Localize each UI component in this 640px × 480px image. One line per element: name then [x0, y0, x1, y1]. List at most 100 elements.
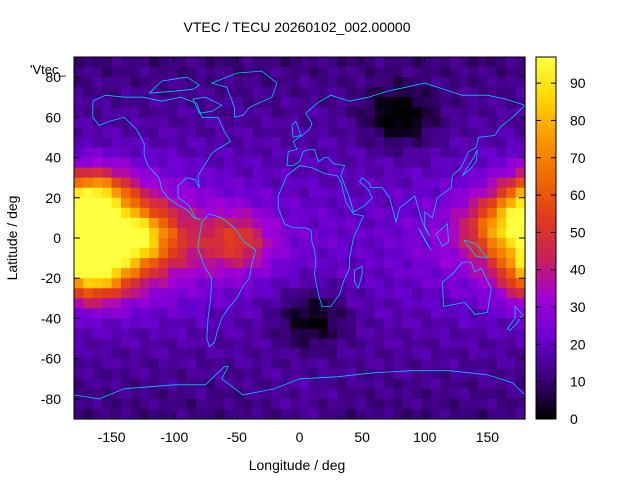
heatmap-cell: [261, 338, 272, 350]
heatmap-cell: [196, 227, 207, 239]
heatmap-cell: [384, 107, 395, 118]
heatmap-cell: [271, 378, 282, 390]
heatmap-cell: [478, 137, 489, 149]
heatmap-cell: [402, 127, 413, 139]
heatmap-cell: [186, 278, 197, 289]
heatmap-cell: [355, 318, 366, 330]
heatmap-cell: [402, 268, 413, 279]
heatmap-cell: [271, 57, 282, 68]
heatmap-cell: [196, 87, 207, 98]
heatmap-cell: [468, 197, 479, 209]
heatmap-cell: [449, 378, 460, 390]
heatmap-cell: [83, 238, 94, 249]
heatmap-cell: [111, 97, 122, 108]
heatmap-cell: [243, 127, 254, 139]
heatmap-cell: [214, 137, 225, 149]
heatmap-cell: [431, 177, 442, 189]
heatmap-cell: [92, 227, 103, 239]
heatmap-cell: [515, 207, 526, 219]
heatmap-cell: [83, 248, 94, 259]
heatmap-cell: [346, 318, 357, 330]
heatmap-cell: [177, 77, 188, 88]
heatmap-cell: [74, 338, 84, 350]
heatmap-cell: [421, 107, 432, 118]
heatmap-cell: [337, 258, 348, 269]
heatmap-cell: [252, 298, 263, 309]
heatmap-cell: [487, 87, 498, 98]
heatmap-cell: [167, 107, 178, 118]
heatmap-cell: [92, 137, 103, 149]
heatmap-cell: [130, 258, 141, 269]
heatmap-cell: [421, 298, 432, 309]
heatmap-cell: [158, 167, 169, 179]
heatmap-cell: [271, 147, 282, 159]
heatmap-cell: [120, 227, 131, 239]
heatmap-cell: [196, 157, 207, 169]
heatmap-cell: [120, 378, 131, 390]
heatmap-cell: [478, 408, 489, 420]
heatmap-cell: [318, 308, 329, 320]
heatmap-cell: [374, 147, 385, 159]
heatmap-cell: [224, 197, 235, 209]
heatmap-cell: [431, 328, 442, 340]
heatmap-cell: [111, 77, 122, 88]
heatmap-cell: [487, 217, 498, 229]
heatmap-cell: [261, 298, 272, 309]
heatmap-cell: [412, 358, 423, 370]
heatmap-cell: [496, 77, 507, 88]
heatmap-cell: [120, 268, 131, 279]
heatmap-cell: [205, 117, 216, 128]
heatmap-cell: [224, 137, 235, 149]
heatmap-cell: [402, 288, 413, 299]
heatmap-cell: [120, 368, 131, 380]
heatmap-cell: [365, 318, 376, 330]
heatmap-cell: [205, 378, 216, 390]
heatmap-cell: [214, 408, 225, 420]
heatmap-cell: [290, 127, 301, 139]
heatmap-cell: [92, 217, 103, 229]
heatmap-cell: [346, 268, 357, 279]
heatmap-cell: [280, 268, 291, 279]
heatmap-cell: [468, 177, 479, 189]
heatmap-cell: [478, 77, 489, 88]
heatmap-cell: [308, 57, 319, 68]
heatmap-cell: [290, 288, 301, 299]
heatmap-cell: [177, 107, 188, 118]
heatmap-cell: [177, 368, 188, 380]
heatmap-cell: [290, 187, 301, 199]
heatmap-cell: [308, 298, 319, 309]
heatmap-cell: [158, 238, 169, 249]
heatmap-cell: [290, 157, 301, 169]
heatmap-cell: [243, 157, 254, 169]
heatmap-cell: [139, 157, 150, 169]
heatmap-cell: [449, 127, 460, 139]
heatmap-cell: [440, 117, 451, 128]
heatmap-cell: [205, 67, 216, 78]
heatmap-cell: [83, 217, 94, 229]
heatmap-cell: [496, 97, 507, 108]
heatmap-cell: [139, 137, 150, 149]
heatmap-cell: [167, 238, 178, 249]
heatmap-cell: [102, 268, 113, 279]
heatmap-cell: [478, 338, 489, 350]
heatmap-cell: [167, 308, 178, 320]
heatmap-cell: [327, 167, 338, 179]
heatmap-cell: [478, 318, 489, 330]
heatmap-cell: [431, 368, 442, 380]
heatmap-cell: [337, 328, 348, 340]
heatmap-cell: [205, 348, 216, 360]
heatmap-cell: [167, 278, 178, 289]
heatmap-cell: [346, 308, 357, 320]
heatmap-cell: [402, 187, 413, 199]
heatmap-cell: [74, 348, 84, 360]
heatmap-cell: [327, 87, 338, 98]
heatmap-cell: [261, 227, 272, 239]
heatmap-cell: [74, 87, 84, 98]
heatmap-cell: [308, 338, 319, 350]
heatmap-cell: [327, 227, 338, 239]
heatmap-cell: [271, 227, 282, 239]
heatmap-cell: [393, 298, 404, 309]
heatmap-cell: [177, 227, 188, 239]
heatmap-cell: [337, 268, 348, 279]
heatmap-cell: [271, 87, 282, 98]
